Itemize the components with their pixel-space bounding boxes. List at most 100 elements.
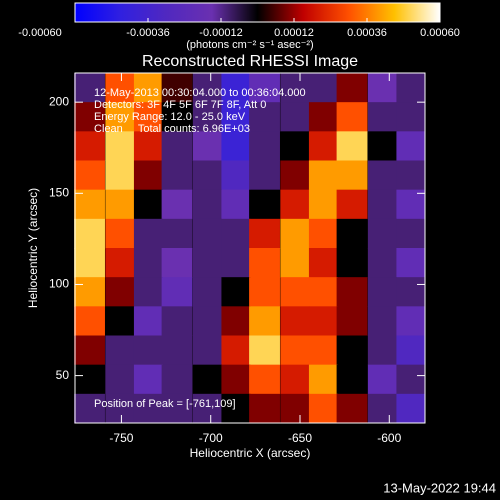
colorbar-tick-label: -0.00036: [126, 27, 169, 39]
y-tick-label: 100: [49, 277, 69, 291]
heatmap-cell: [280, 160, 310, 191]
heatmap-cell: [308, 131, 338, 161]
heatmap-cell: [249, 73, 280, 103]
heatmap-cell: [396, 131, 426, 161]
heatmap-cell: [221, 364, 251, 395]
heatmap-cell: [308, 189, 338, 220]
heatmap-cell: [192, 393, 222, 424]
heatmap-cell: [280, 102, 310, 132]
heatmap-cell: [133, 218, 163, 249]
heatmap-cell: [192, 160, 222, 191]
heatmap-cell: [280, 131, 310, 161]
heatmap-cell: [221, 189, 251, 220]
x-axis-label: Heliocentric X (arcsec): [190, 446, 311, 460]
heatmap-cell: [367, 131, 397, 161]
heatmap-cell: [133, 248, 163, 278]
heatmap-cell: [249, 393, 280, 424]
heatmap-cell: [221, 306, 251, 336]
heatmap-cell: [105, 160, 135, 191]
colorbar-tick-label: 0.00012: [274, 27, 314, 39]
heatmap-cell: [367, 73, 397, 103]
heatmap-cell: [367, 102, 397, 132]
heatmap-cell: [249, 218, 280, 249]
heatmap-cell: [308, 335, 338, 366]
heatmap-cell: [105, 218, 135, 249]
heatmap-cell: [161, 277, 193, 307]
heatmap-cell: [336, 248, 368, 278]
heatmap-cell: [221, 248, 251, 278]
heatmap-cell: [221, 160, 251, 191]
heatmap-cell: [161, 73, 193, 103]
heatmap-cell: [133, 306, 163, 336]
heatmap-cell: [336, 306, 368, 336]
heatmap-cell: [74, 277, 105, 307]
heatmap-cell: [192, 248, 222, 278]
heatmap-cell: [74, 218, 105, 249]
heatmap-cell: [161, 218, 193, 249]
heatmap-cell: [74, 131, 105, 161]
heatmap-cell: [280, 218, 310, 249]
plot-frame: [74, 72, 426, 424]
colorbar-tick-label: 0.00036: [347, 27, 387, 39]
heatmap-cell: [74, 102, 105, 132]
heatmap-cell: [133, 277, 163, 307]
colorbar-tick-label: -0.00012: [199, 27, 242, 39]
heatmap-cell: [367, 364, 397, 395]
heatmap-cell: [192, 335, 222, 366]
heatmap-cell: [396, 160, 426, 191]
heatmap-cell: [336, 393, 368, 424]
heatmap-cell: [308, 73, 338, 103]
heatmap-cell: [396, 277, 426, 307]
heatmap-cell: [133, 364, 163, 395]
heatmap-cell: [367, 335, 397, 366]
heatmap-cell: [221, 102, 251, 132]
heatmap-cell: [221, 73, 251, 103]
heatmap-cell: [74, 335, 105, 366]
peak-label: Position of Peak = [-761,109]: [94, 398, 236, 410]
heatmap-cell: [396, 306, 426, 336]
heatmap-cell: [336, 131, 368, 161]
heatmap-cell: [308, 364, 338, 395]
heatmap-cell: [336, 73, 368, 103]
heatmap-cell: [105, 277, 135, 307]
heatmap-cell: [105, 393, 135, 424]
heatmap-cell: [105, 248, 135, 278]
heatmap-cell: [336, 218, 368, 249]
y-tick-label: 150: [49, 185, 69, 199]
heatmap-cell: [396, 218, 426, 249]
annotation: 12-May-2013 00:30:04.000 to 00:36:04.000: [94, 87, 306, 99]
annotation: Clean Total counts: 6.96E+03: [94, 123, 250, 135]
heatmap-cell: [336, 102, 368, 132]
heatmap-cell: [74, 364, 105, 395]
heatmap-cell: [336, 277, 368, 307]
heatmap-cell: [105, 306, 135, 336]
heatmap-cell: [367, 393, 397, 424]
heatmap-cell: [74, 160, 105, 191]
heatmap-cell: [192, 102, 222, 132]
heatmap-cell: [308, 160, 338, 191]
heatmap-cell: [396, 73, 426, 103]
heatmap-cell: [133, 102, 163, 132]
heatmap-cell: [192, 306, 222, 336]
heatmap-cell: [221, 131, 251, 161]
heatmap-cell: [192, 189, 222, 220]
heatmap-cell: [280, 364, 310, 395]
heatmap-cell: [249, 160, 280, 191]
heatmap-cell: [161, 248, 193, 278]
heatmap-cell: [308, 277, 338, 307]
heatmap-cell: [280, 393, 310, 424]
heatmap-cell: [249, 306, 280, 336]
heatmap-cell: [308, 248, 338, 278]
heatmap-cell: [367, 218, 397, 249]
heatmap-cell: [105, 335, 135, 366]
heatmap-cell: [336, 364, 368, 395]
heatmap-cell: [161, 393, 193, 424]
heatmap-cell: [192, 277, 222, 307]
heatmap-cell: [336, 335, 368, 366]
heatmap-cell: [367, 189, 397, 220]
heatmap-cell: [249, 364, 280, 395]
heatmap-cell: [367, 160, 397, 191]
annotation: Energy Range: 12.0 - 25.0 keV: [94, 111, 246, 123]
heatmap-cell: [367, 277, 397, 307]
heatmap-cell: [161, 160, 193, 191]
